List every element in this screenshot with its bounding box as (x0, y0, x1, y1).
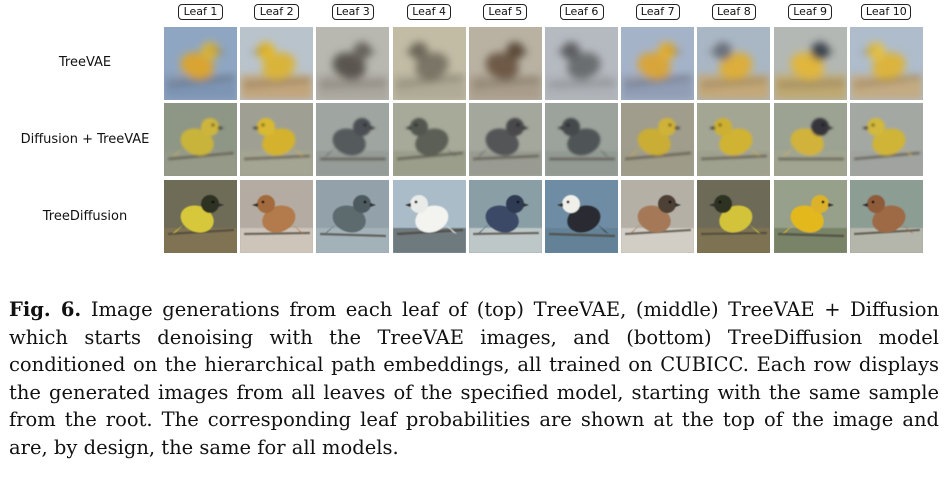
generated-image (773, 27, 847, 100)
generated-image (545, 180, 618, 253)
generated-image (392, 27, 466, 100)
figure-number: Fig. 6. (9, 298, 82, 321)
leaf-label-8: Leaf 8 (711, 4, 756, 20)
row-label-diffusion-treevae: Diffusion + TreeVAE (20, 132, 150, 147)
leaf-label-4: Leaf 4 (407, 4, 452, 20)
generated-image (773, 103, 847, 176)
row-label-treediffusion: TreeDiffusion (42, 209, 128, 224)
leaf-label-10: Leaf 10 (861, 4, 912, 20)
generated-image (392, 103, 466, 176)
generated-image (849, 180, 923, 253)
leaf-label-5: Leaf 5 (483, 4, 528, 20)
generated-image (316, 27, 390, 100)
generated-image (849, 27, 923, 100)
leaf-label-3: Leaf 3 (331, 4, 374, 20)
generated-image (316, 180, 390, 253)
generated-image (240, 27, 314, 100)
generated-image (240, 180, 314, 253)
generated-image (392, 180, 466, 253)
generated-image (164, 180, 237, 253)
leaf-label-2: Leaf 2 (254, 4, 300, 20)
leaf-label-1: Leaf 1 (178, 4, 223, 20)
caption-text: Image generations from each leaf of (top… (9, 298, 940, 459)
generated-image (621, 180, 695, 253)
leaf-label-7: Leaf 7 (635, 4, 680, 20)
generated-image (164, 27, 237, 100)
generated-image (316, 103, 390, 176)
figure-panel: Leaf 1 Leaf 2 Leaf 3 Leaf 4 Leaf 5 Leaf 6 Leaf… (20, 4, 923, 253)
generated-image (697, 27, 771, 100)
generated-image (468, 103, 542, 176)
generated-image (621, 103, 695, 176)
generated-image (240, 103, 314, 176)
leaf-label-6: Leaf 6 (559, 4, 604, 20)
generated-image (468, 27, 542, 100)
generated-image (697, 180, 771, 253)
generated-image (164, 103, 237, 176)
leaf-label-9: Leaf 9 (788, 4, 833, 20)
generated-image (773, 180, 847, 253)
generated-image (621, 27, 695, 100)
generated-image (545, 27, 618, 100)
generated-image (545, 103, 618, 176)
generated-image (468, 180, 542, 253)
row-label-treevae: TreeVAE (58, 55, 112, 70)
figure-caption: Fig. 6. Image generations from each leaf… (9, 296, 939, 461)
generated-image (697, 103, 771, 176)
generated-image (849, 103, 923, 176)
